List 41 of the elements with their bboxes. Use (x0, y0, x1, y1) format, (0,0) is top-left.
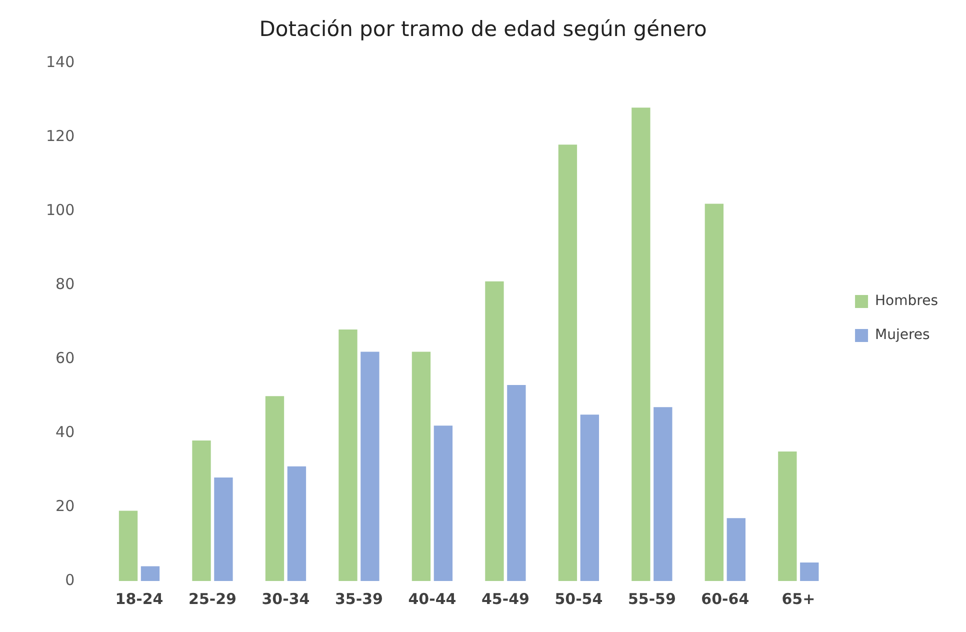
x-tick-label: 18-24 (115, 590, 164, 608)
bar (726, 518, 746, 581)
bar (118, 510, 138, 581)
y-tick-label: 100 (46, 201, 75, 220)
x-tick-label: 50-54 (554, 590, 603, 608)
bar (265, 396, 284, 581)
x-tick-label: 40-44 (408, 590, 456, 608)
y-tick-label: 20 (56, 496, 75, 515)
bar (580, 414, 600, 581)
x-tick-label: 25-29 (188, 590, 236, 608)
y-tick-label: 0 (65, 570, 75, 589)
x-tick-label: 45-49 (481, 590, 530, 608)
bar (338, 329, 358, 581)
y-tick-label: 120 (46, 127, 75, 146)
bar (800, 562, 819, 581)
x-tick-label: 35-39 (334, 590, 383, 608)
y-tick-label: 40 (56, 422, 75, 441)
bar (214, 477, 233, 581)
x-tick-label: 55-59 (628, 590, 676, 608)
bar (287, 466, 306, 581)
legend-label: Hombres (875, 293, 938, 310)
x-tick-label: 65+ (782, 590, 816, 608)
bar (632, 108, 650, 581)
bar (558, 144, 578, 581)
legend-label: Mujeres (875, 327, 930, 344)
y-tick-label: 140 (46, 53, 75, 72)
bar (412, 352, 431, 581)
bar (654, 407, 672, 581)
bar (485, 281, 504, 581)
bar (778, 452, 797, 581)
chart-title: Dotación por tramo de edad según género (259, 17, 707, 42)
x-tick-label: 30-34 (262, 590, 310, 608)
x-tick-label: 60-64 (701, 590, 750, 608)
bar (140, 566, 160, 581)
bar (192, 440, 211, 581)
bar (360, 352, 380, 581)
bar (434, 426, 453, 581)
bar (507, 384, 526, 581)
bar (704, 204, 724, 581)
y-tick-label: 80 (56, 275, 75, 294)
y-tick-label: 60 (56, 348, 75, 367)
